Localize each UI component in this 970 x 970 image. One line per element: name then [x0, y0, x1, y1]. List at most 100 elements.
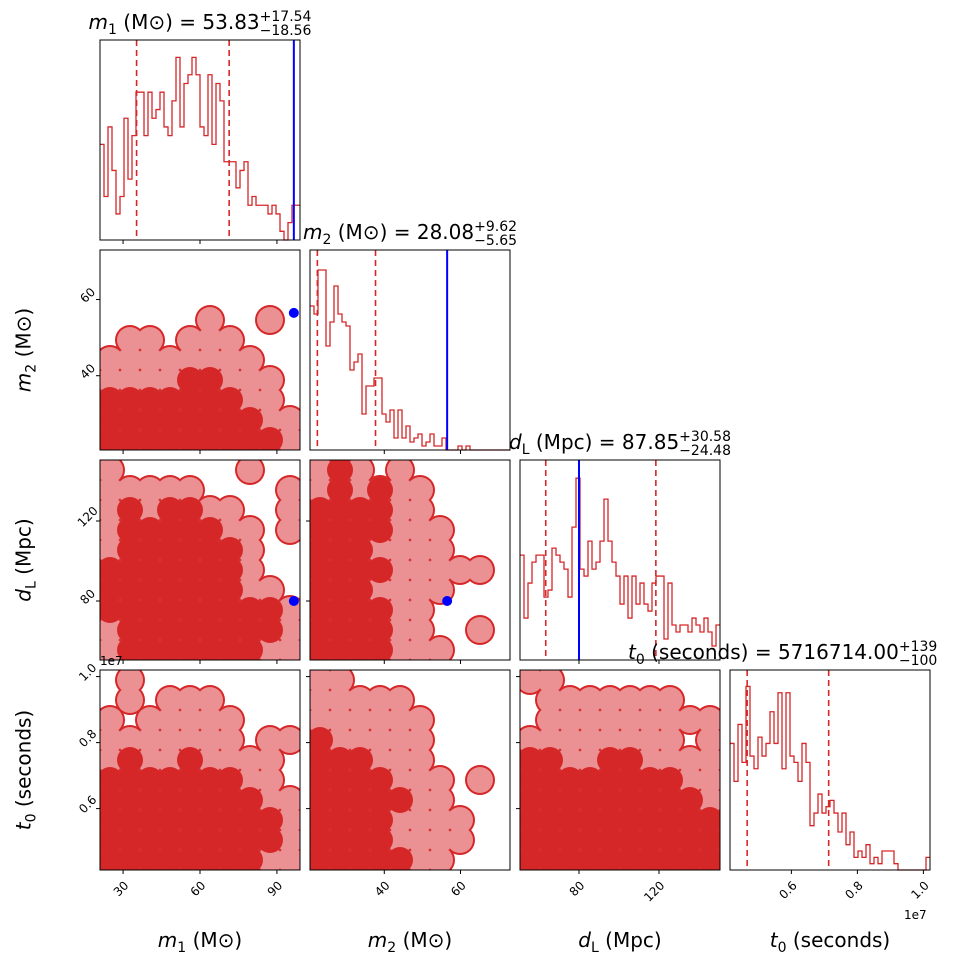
- contour-level-2: [677, 807, 703, 833]
- contour-level-1: [577, 727, 603, 753]
- contour-level-1: [237, 347, 263, 373]
- contour-level-1: [177, 687, 203, 713]
- panel-frame: [99, 39, 301, 241]
- contour-level-2: [137, 517, 163, 543]
- contour-level-1: [217, 727, 243, 753]
- x-tick-label: 30: [111, 878, 132, 899]
- contour-level-2: [177, 637, 203, 660]
- contour-level-2: [347, 847, 373, 870]
- histogram-step: [100, 56, 300, 241]
- contour-level-2: [157, 557, 183, 583]
- title-m1: m1 (M⊙) = 53.83 +17.54 −18.56: [88, 9, 312, 39]
- contour-level-2: [217, 537, 243, 563]
- contour-level-2: [520, 807, 543, 833]
- y-tick-label: 80: [77, 586, 98, 607]
- contour-level-1: [157, 707, 183, 733]
- contour-level-2: [217, 427, 243, 450]
- x-tick-label: 0.8: [842, 878, 865, 901]
- contour-level-1: [157, 477, 183, 503]
- contour-panel-m2-t0: [309, 669, 511, 871]
- contour-level-1: [657, 687, 683, 713]
- contour-level-1: [557, 747, 583, 773]
- y-tick-label: 1.0: [76, 661, 99, 684]
- contour-level-2: [100, 387, 123, 413]
- contour-level-2: [310, 807, 333, 833]
- contour-level-2: [117, 637, 143, 660]
- contour-level-1: [557, 687, 583, 713]
- contour-level-1: [137, 327, 163, 353]
- contour-level-1: [677, 707, 703, 733]
- contour-level-2: [310, 517, 333, 543]
- contour-level-2: [257, 597, 283, 623]
- contour-panel-m1-t0: [99, 669, 301, 871]
- contour-level-2: [520, 787, 543, 813]
- truth-point: [442, 596, 453, 606]
- contour-level-2: [137, 617, 163, 643]
- contour-level-2: [520, 767, 543, 793]
- contour-level-1: [367, 707, 393, 733]
- contour-level-2: [347, 497, 373, 523]
- contour-level-2: [327, 827, 353, 853]
- contour-level-1: [657, 747, 683, 773]
- contour-level-1: [387, 597, 413, 623]
- contour-level-1: [237, 577, 263, 603]
- contour-level-2: [367, 497, 393, 523]
- contour-level-1: [387, 637, 413, 660]
- contour-level-1: [100, 707, 123, 733]
- contour-level-2: [327, 847, 353, 870]
- contour-level-1: [387, 807, 413, 833]
- contour-level-2: [197, 807, 223, 833]
- contour-level-1: [257, 637, 283, 660]
- contour-level-2: [597, 807, 623, 833]
- contour-level-1: [257, 577, 283, 603]
- contour-level-2: [100, 847, 123, 870]
- contour-level-2: [197, 617, 223, 643]
- contour-level-1: [100, 537, 123, 563]
- contour-level-2: [217, 407, 243, 433]
- contour-level-2: [197, 537, 223, 563]
- contour-level-2: [310, 827, 333, 853]
- contour-level-1: [537, 727, 563, 753]
- contour-level-2: [137, 807, 163, 833]
- contour-level-1: [157, 747, 183, 773]
- contour-level-2: [157, 537, 183, 563]
- contour-level-1: [407, 637, 433, 660]
- contour-level-1: [347, 477, 373, 503]
- contour-level-1: [427, 827, 453, 853]
- histogram-step: [520, 477, 720, 647]
- contour-level-1: [197, 307, 223, 333]
- contour-level-1: [237, 747, 263, 773]
- truth-point: [288, 596, 299, 606]
- contour-level-1: [197, 327, 223, 353]
- contour-level-2: [197, 827, 223, 853]
- contour-level-1: [137, 727, 163, 753]
- contour-level-2: [617, 747, 643, 773]
- contour-level-2: [237, 847, 263, 870]
- contour-level-2: [177, 387, 203, 413]
- contour-level-2: [577, 787, 603, 813]
- contour-level-1: [407, 707, 433, 733]
- contour-level-1: [387, 537, 413, 563]
- contour-level-2: [157, 497, 183, 523]
- contour-level-1: [407, 577, 433, 603]
- contour-level-2: [310, 597, 333, 623]
- contour-level-2: [217, 787, 243, 813]
- contour-level-1: [137, 347, 163, 373]
- contour-level-2: [347, 537, 373, 563]
- contour-level-1: [427, 787, 453, 813]
- histogram-dL: [519, 459, 721, 661]
- contour-level-1: [637, 727, 663, 753]
- contour-level-1: [557, 707, 583, 733]
- contour-level-1: [467, 767, 493, 793]
- contour-level-1: [277, 477, 300, 503]
- contour-level-2: [327, 517, 353, 543]
- contour-level-1: [697, 787, 720, 813]
- contour-level-1: [697, 707, 720, 733]
- contour-level-2: [327, 477, 353, 503]
- contour-fill: [310, 460, 495, 660]
- contour-level-1: [100, 637, 123, 660]
- contour-level-2: [537, 787, 563, 813]
- contour-level-1: [197, 347, 223, 373]
- contour-level-1: [427, 847, 453, 870]
- x-tick-label: 0.6: [776, 878, 799, 901]
